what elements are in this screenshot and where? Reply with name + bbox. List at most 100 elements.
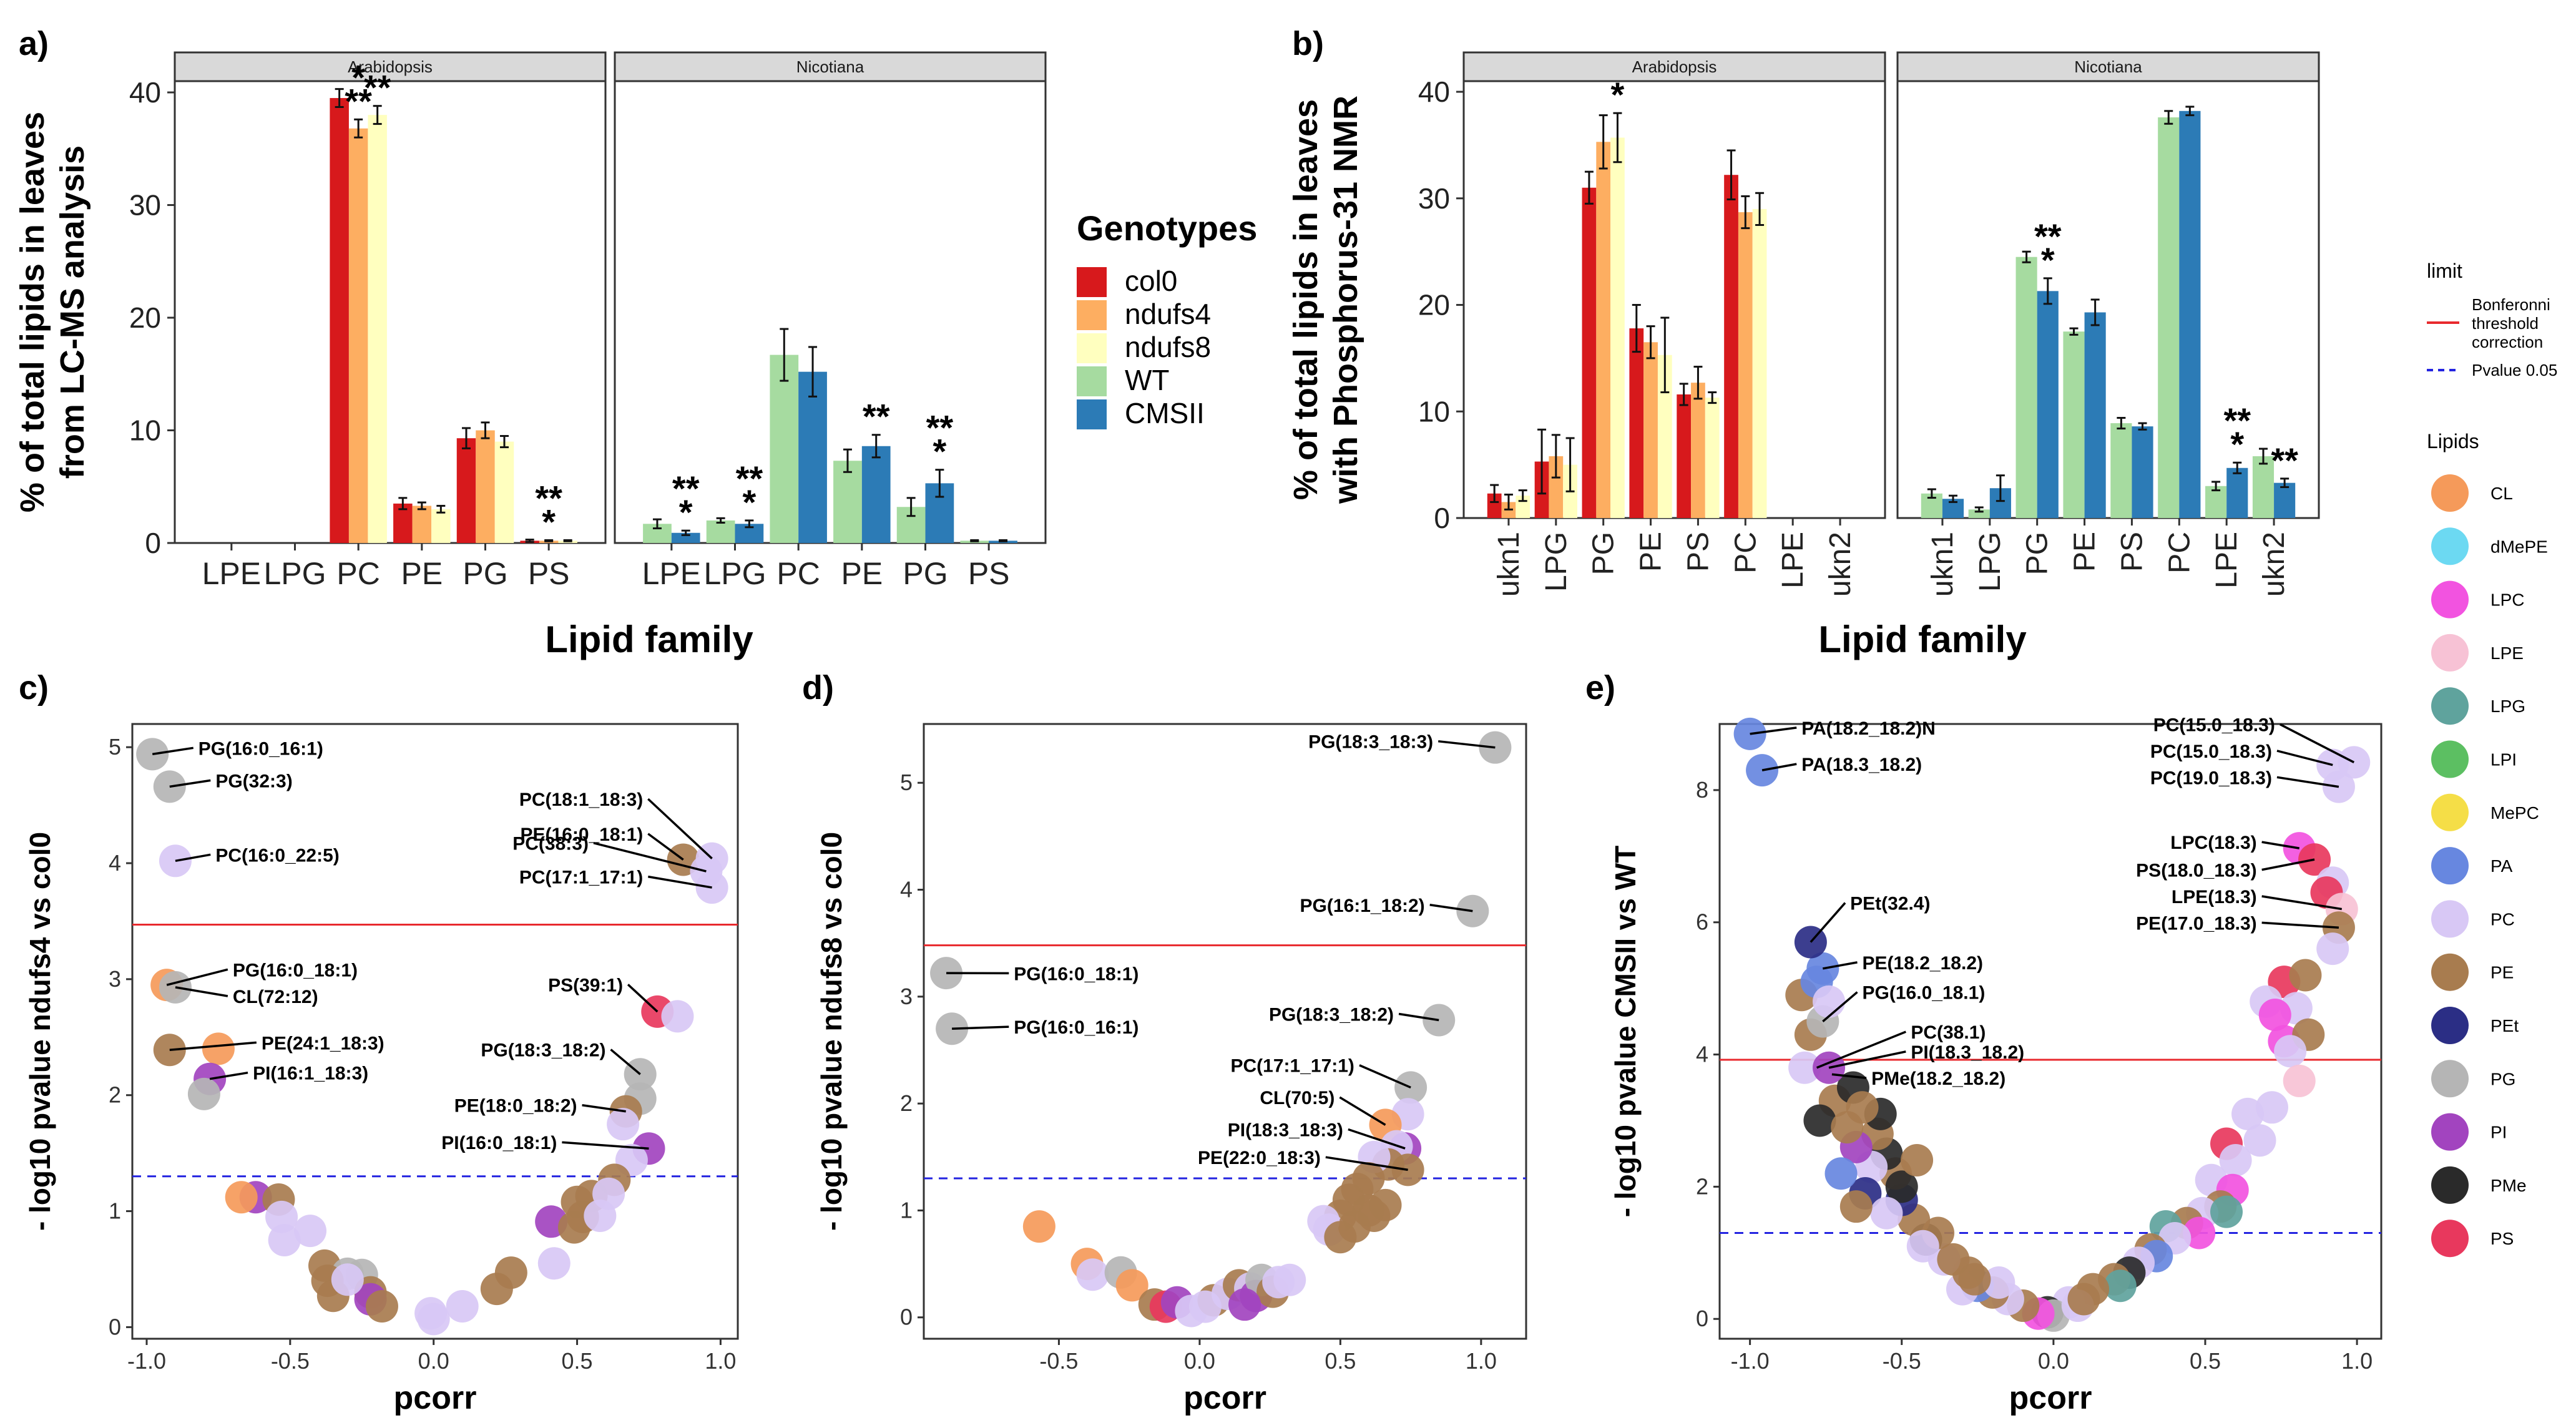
- annotation-leader: [1339, 1096, 1386, 1126]
- bar-CMSII: [798, 371, 827, 543]
- legend-swatch-ndufs8: [1077, 333, 1107, 363]
- annotation-leader: [2261, 841, 2300, 849]
- legend-label: Pvalue 0.05: [2472, 361, 2557, 379]
- point-LPC: [2183, 1216, 2216, 1250]
- legend-dot-PI: [2431, 1113, 2469, 1151]
- legend-label: dMePE: [2490, 537, 2548, 556]
- bar-WT: [2205, 486, 2227, 518]
- y-tick-label: 4: [1696, 1042, 1708, 1067]
- point-PC: [1870, 1196, 1903, 1230]
- significance-star: **: [2271, 441, 2298, 480]
- annotation-leader: [1429, 904, 1473, 912]
- legend-label: ndufs8: [1125, 331, 1211, 363]
- annotation-leader: [647, 875, 712, 889]
- y-tick-label: 0: [145, 527, 161, 559]
- bar-col0: [393, 503, 413, 543]
- annotation-leader: [1816, 1030, 1906, 1069]
- legend-label: LPI: [2490, 750, 2517, 770]
- legend-swatch-CMSII: [1077, 399, 1107, 429]
- significance-star: **: [736, 459, 763, 498]
- facet-strip-label: Arabidopsis: [348, 57, 433, 76]
- panel-label: a): [19, 25, 49, 62]
- point-PC: [1982, 1266, 2015, 1299]
- point-PE: [557, 1211, 590, 1244]
- panel-c: c) -1.0 -0.5 0.0 0.5 1.0 0 1 2 3 4 5 pcorr - log10 pv…: [19, 669, 739, 1416]
- x-tick-label: ukn1: [1492, 532, 1526, 597]
- annotation-leader: [1810, 902, 1846, 943]
- bar-WT: [2158, 117, 2180, 519]
- y-axis-title: - log10 pvalue ndufs8 vs col0: [815, 832, 848, 1231]
- x-tick-label: PS: [1682, 532, 1715, 572]
- x-tick-label: ukn1: [1926, 532, 1959, 597]
- x-tick-label: PG: [1587, 532, 1620, 575]
- annotation-leader: [1831, 1073, 1867, 1079]
- bar-ndufs4: [476, 430, 495, 543]
- facet-strip-label: Nicotiana: [796, 57, 864, 76]
- y-tick-label: 3: [109, 966, 121, 992]
- legend-dot-PS: [2431, 1220, 2469, 1258]
- legend-dot-PE: [2431, 953, 2469, 991]
- annotation-leader: [1828, 1050, 1906, 1069]
- bar-ndufs4: [412, 506, 432, 543]
- x-tick-label: LPG: [263, 556, 326, 591]
- x-tick-label: -1.0: [1731, 1348, 1770, 1374]
- annotation-label: PS(39:1): [548, 975, 623, 995]
- x-tick-label: PE: [1635, 532, 1668, 572]
- y-tick-label: 0: [109, 1314, 121, 1339]
- legend-swatch-col0: [1077, 267, 1107, 297]
- x-tick-label: 0.5: [2190, 1348, 2221, 1374]
- significance-star: *: [351, 57, 365, 97]
- annotation-label: PS(18.0_18.3): [2136, 861, 2256, 881]
- annotation-leader: [152, 746, 193, 756]
- point-PC: [2219, 1144, 2252, 1177]
- x-tick-label: PE: [401, 556, 443, 591]
- annotation-leader: [2280, 723, 2355, 763]
- y-tick-label: 40: [1418, 76, 1450, 108]
- legend-label: col0: [1125, 265, 1177, 297]
- y-tick-label: 1: [109, 1198, 121, 1224]
- facet-strip-label: Arabidopsis: [1632, 57, 1717, 76]
- point-PA: [1824, 1157, 1858, 1190]
- annotation-label: PC(15.0_18.3): [2150, 741, 2272, 762]
- annotation-label: PG(16:0_18:1): [1014, 964, 1139, 984]
- bar-WT: [833, 461, 862, 543]
- y-tick-label: 0: [900, 1304, 913, 1330]
- point-LPC: [2258, 999, 2291, 1032]
- bar-WT: [2252, 456, 2275, 518]
- annotation-leader: [610, 1049, 641, 1075]
- y-tick-label: 0: [1696, 1306, 1708, 1331]
- point-PE: [1937, 1243, 1970, 1276]
- significance-star: *: [679, 492, 693, 532]
- legend-label: PG: [2490, 1069, 2515, 1088]
- legend-dot-PEt: [2431, 1007, 2469, 1044]
- x-tick-label: LPG: [1540, 532, 1573, 592]
- annotation-leader: [1359, 1064, 1411, 1089]
- x-axis-title: pcorr: [2009, 1380, 2092, 1416]
- significance-star: *: [2230, 424, 2244, 464]
- annotation-label: PC(17:1_17:1): [519, 868, 643, 888]
- bar-ndufs8: [1752, 208, 1767, 518]
- significance-star: **: [2034, 217, 2062, 256]
- significance-star: **: [926, 408, 954, 447]
- annotation-leader: [1761, 763, 1797, 771]
- y-tick-label: 2: [1696, 1173, 1708, 1199]
- legend-title: Genotypes: [1077, 208, 1257, 248]
- y-tick-label: 20: [1418, 289, 1450, 321]
- x-axis-title: Lipid family: [545, 619, 753, 660]
- x-tick-label: PG: [903, 556, 948, 591]
- x-tick-label: 0.0: [418, 1348, 449, 1374]
- annotation-label: PG(18:3_18:2): [1269, 1005, 1394, 1025]
- facet-panel: [1896, 80, 2320, 519]
- point-LPE: [2283, 1064, 2316, 1097]
- annotation-leader: [2261, 921, 2339, 929]
- bar-ndufs8: [1610, 137, 1625, 519]
- legend-label: LPC: [2490, 590, 2524, 610]
- annotation-leader: [1398, 1012, 1439, 1022]
- point-PC: [294, 1215, 327, 1248]
- point-PG: [187, 1077, 220, 1110]
- point-PMe: [1885, 1170, 1918, 1203]
- legend-label: PEt: [2490, 1016, 2519, 1035]
- point-PE: [2289, 959, 2322, 992]
- point-PC: [1273, 1263, 1306, 1296]
- point-PE: [1958, 1263, 1991, 1296]
